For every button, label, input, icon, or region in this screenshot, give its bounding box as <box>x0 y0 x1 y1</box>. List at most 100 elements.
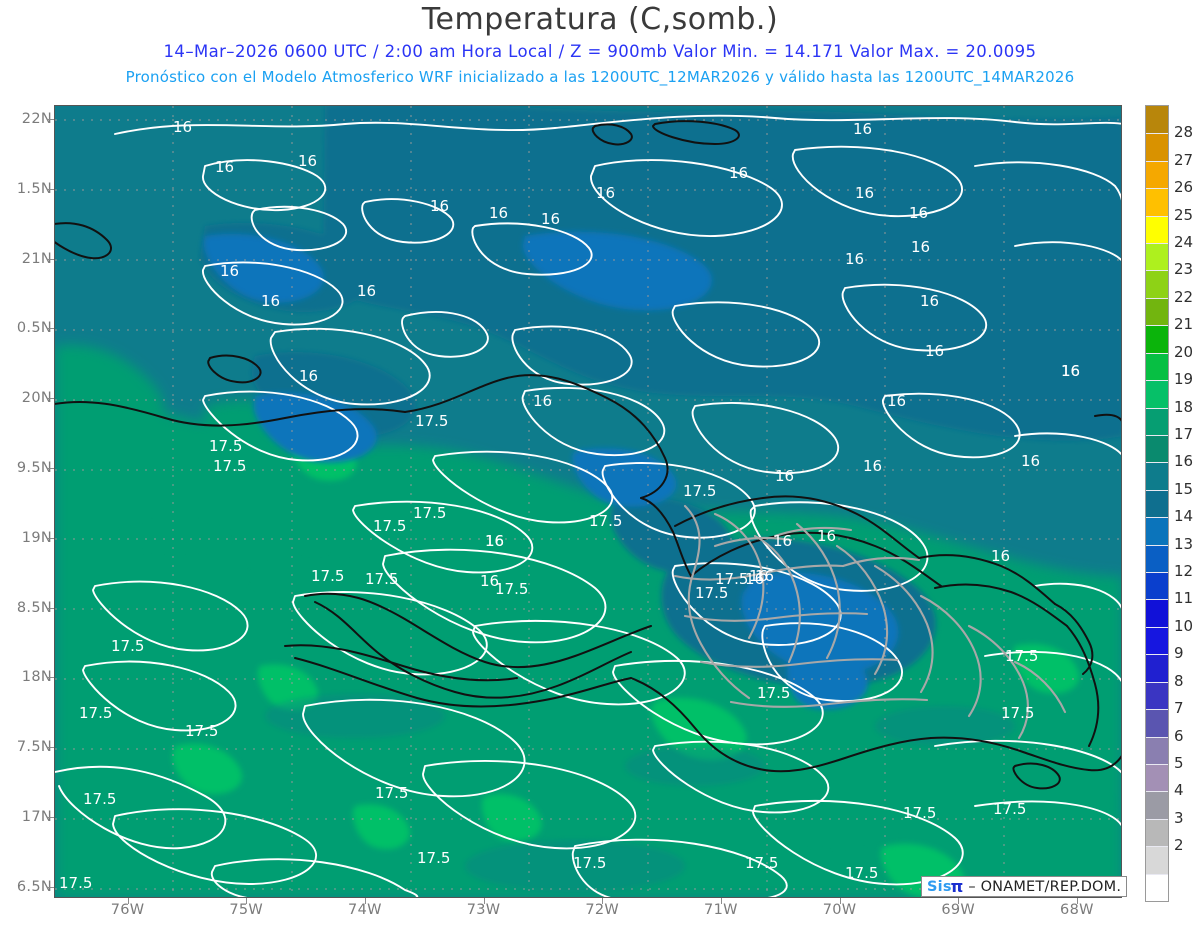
svg-text:17.5: 17.5 <box>589 512 622 530</box>
logo-pi-icon: π <box>950 877 964 896</box>
colorbar-band <box>1146 407 1168 436</box>
svg-text:16: 16 <box>298 152 317 170</box>
colorbar-band <box>1146 489 1168 518</box>
colorbar-tick-label: 19 <box>1174 370 1194 389</box>
svg-text:16: 16 <box>261 292 280 310</box>
svg-text:17.5: 17.5 <box>365 570 398 588</box>
map-plot-area[interactable]: 16 16 16 16 16 16 16 16 16 16 16 16 16 1… <box>54 105 1122 898</box>
colorbar-tick-label: 4 <box>1174 781 1184 800</box>
svg-text:16: 16 <box>489 204 508 222</box>
x-axis-tick-mark <box>602 898 604 904</box>
x-axis-tick-mark <box>720 898 722 904</box>
colorbar-band <box>1146 106 1168 134</box>
colorbar-divider <box>1146 517 1168 519</box>
svg-text:16: 16 <box>773 532 792 550</box>
x-axis-tick-mark <box>246 898 248 904</box>
y-axis-tick-label: 0.5N <box>16 320 52 337</box>
colorbar-divider <box>1146 270 1168 272</box>
colorbar-divider <box>1146 297 1168 299</box>
colorbar-divider <box>1146 626 1168 628</box>
svg-text:17.5: 17.5 <box>373 517 406 535</box>
colorbar-divider <box>1146 599 1168 601</box>
svg-text:16: 16 <box>299 367 318 385</box>
colorbar-band <box>1146 160 1168 189</box>
colorbar-tick-label: 8 <box>1174 671 1184 690</box>
svg-text:17.5: 17.5 <box>1001 704 1034 722</box>
colorbar-band <box>1146 544 1168 573</box>
svg-text:16: 16 <box>745 570 764 588</box>
colorbar-divider <box>1146 818 1168 820</box>
x-axis-tick-label: 69W <box>941 902 976 918</box>
svg-text:16: 16 <box>887 392 906 410</box>
y-axis-tick-mark <box>48 398 54 400</box>
colorbar-divider <box>1146 763 1168 765</box>
svg-text:16: 16 <box>1061 362 1080 380</box>
svg-text:16: 16 <box>430 197 449 215</box>
colorbar-divider <box>1146 352 1168 354</box>
colorbar-band <box>1146 297 1168 326</box>
svg-text:16: 16 <box>863 457 882 475</box>
colorbar-tick-label: 28 <box>1174 123 1194 142</box>
y-axis-tick-mark <box>48 328 54 330</box>
colorbar-divider <box>1146 572 1168 574</box>
svg-text:17.5: 17.5 <box>209 437 242 455</box>
svg-text:17.5: 17.5 <box>415 412 448 430</box>
x-axis-tick-mark <box>483 898 485 904</box>
colorbar-tick-label: 27 <box>1174 150 1194 169</box>
svg-text:16: 16 <box>729 164 748 182</box>
svg-text:16: 16 <box>845 250 864 268</box>
colorbar-band <box>1146 654 1168 683</box>
colorbar-tick-label: 26 <box>1174 178 1194 197</box>
contour-labels: 16 16 16 16 16 16 16 16 16 16 16 16 16 1… <box>59 118 1080 892</box>
svg-text:16: 16 <box>173 118 192 136</box>
colorbar-tick-label: 18 <box>1174 397 1194 416</box>
svg-text:16: 16 <box>749 567 768 585</box>
provider-logo: Sis π – ONAMET/REP.DOM. <box>921 876 1128 897</box>
svg-text:16: 16 <box>485 532 504 550</box>
colorbar-band <box>1146 818 1168 847</box>
colorbar-band <box>1146 270 1168 299</box>
colorbar-band <box>1146 133 1168 162</box>
svg-text:17.5: 17.5 <box>495 580 528 598</box>
svg-text:17.5: 17.5 <box>59 874 92 892</box>
svg-text:17.5: 17.5 <box>903 804 936 822</box>
svg-text:16: 16 <box>755 567 774 585</box>
svg-text:17.5: 17.5 <box>311 567 344 585</box>
y-axis-tick-mark <box>48 258 54 260</box>
colorbar-band <box>1146 188 1168 217</box>
x-axis-tick-mark <box>364 898 366 904</box>
colorbar-tick-label: 13 <box>1174 534 1194 553</box>
svg-text:16: 16 <box>1061 362 1080 380</box>
svg-text:16: 16 <box>357 282 376 300</box>
colorbar-tick-label: 14 <box>1174 507 1194 526</box>
colorbar-band <box>1146 434 1168 463</box>
svg-text:16: 16 <box>541 210 560 228</box>
colorbar-band <box>1146 791 1168 820</box>
svg-text:16: 16 <box>533 392 552 410</box>
colorbar-tick-label: 22 <box>1174 287 1194 306</box>
svg-text:17.5: 17.5 <box>715 570 748 588</box>
colorbar-band <box>1146 599 1168 628</box>
colorbar-divider <box>1146 736 1168 738</box>
svg-text:16: 16 <box>215 158 234 176</box>
colorbar-tick-label: 20 <box>1174 342 1194 361</box>
colorbar[interactable] <box>1145 105 1169 902</box>
colorbar-divider <box>1146 407 1168 409</box>
x-axis-tick-label: 70W <box>822 902 857 918</box>
x-axis-tick-label: 75W <box>229 902 264 918</box>
svg-text:16: 16 <box>911 238 930 256</box>
y-axis-tick-label: 1.5N <box>16 180 52 197</box>
colorbar-tick-label: 5 <box>1174 753 1184 772</box>
y-axis-tick-label: 9.5N <box>16 459 52 476</box>
colorbar-band <box>1146 380 1168 409</box>
y-axis-tick-label: 21N <box>21 250 52 267</box>
colorbar-divider <box>1146 654 1168 656</box>
y-axis-tick-label: 19N <box>21 529 52 546</box>
colorbar-tick-label: 25 <box>1174 205 1194 224</box>
colorbar-divider <box>1146 544 1168 546</box>
colorbar-tick-label: 9 <box>1174 644 1184 663</box>
colorbar-band <box>1146 352 1168 381</box>
x-axis-tick-label: 74W <box>348 902 382 918</box>
svg-text:17.5: 17.5 <box>83 790 116 808</box>
contour-lines <box>55 114 1121 897</box>
